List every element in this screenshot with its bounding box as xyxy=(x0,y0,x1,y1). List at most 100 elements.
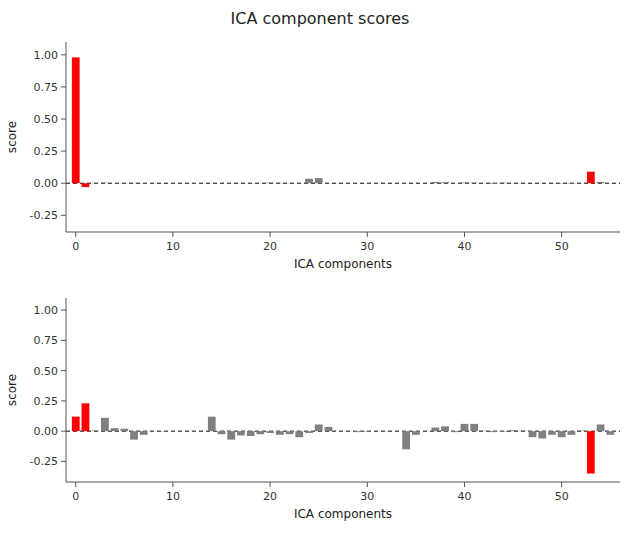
bar xyxy=(256,183,264,184)
bar xyxy=(597,182,605,183)
bar xyxy=(412,431,420,435)
x-tick-label: 50 xyxy=(555,240,569,253)
bar xyxy=(227,431,235,439)
bar xyxy=(441,426,449,431)
bar xyxy=(344,430,352,431)
panel: -0.250.000.250.500.751.0001020304050ICA … xyxy=(5,298,620,521)
y-tick xyxy=(61,461,66,462)
y-tick xyxy=(61,340,66,341)
bar xyxy=(101,182,109,184)
x-tick xyxy=(367,482,368,487)
bar xyxy=(188,430,196,431)
y-tick xyxy=(61,400,66,401)
bar xyxy=(441,182,449,183)
bar xyxy=(461,182,469,184)
y-tick-label: 0.50 xyxy=(34,113,59,126)
bar xyxy=(568,183,576,185)
panel: ICA component scores-0.250.000.250.500.7… xyxy=(5,9,620,271)
y-tick-label: -0.25 xyxy=(30,209,58,222)
bar xyxy=(519,430,527,431)
bar xyxy=(72,417,80,432)
bar xyxy=(276,182,284,183)
y-axis-label: score xyxy=(5,121,19,153)
bar xyxy=(606,431,614,435)
bar xyxy=(402,431,410,449)
x-axis-label: ICA components xyxy=(294,507,392,521)
bar xyxy=(558,183,566,184)
y-axis xyxy=(66,298,67,482)
y-tick xyxy=(61,151,66,152)
bar xyxy=(490,183,498,185)
bar xyxy=(266,431,274,433)
bar xyxy=(383,183,391,184)
bar xyxy=(101,418,109,431)
bar xyxy=(334,431,342,432)
bar xyxy=(509,183,517,184)
bar xyxy=(159,431,167,432)
bar xyxy=(499,182,507,184)
bar xyxy=(431,182,439,183)
bar xyxy=(256,431,264,434)
y-tick xyxy=(61,183,66,184)
bar xyxy=(373,430,381,431)
bar xyxy=(286,431,294,434)
y-tick-label: 0.50 xyxy=(34,365,59,378)
x-tick xyxy=(270,232,271,237)
bar xyxy=(597,425,605,432)
bar xyxy=(295,431,303,437)
bar xyxy=(373,183,381,184)
bar xyxy=(548,182,556,183)
bar xyxy=(480,430,488,431)
x-tick-label: 30 xyxy=(360,240,374,253)
bar xyxy=(169,431,177,432)
bar xyxy=(538,431,546,438)
x-axis xyxy=(66,482,620,483)
bar xyxy=(188,182,196,183)
x-tick-label: 0 xyxy=(72,240,79,253)
y-tick xyxy=(61,431,66,432)
bar xyxy=(72,57,80,183)
x-tick-label: 40 xyxy=(457,240,471,253)
x-tick-label: 10 xyxy=(166,490,180,503)
bar xyxy=(227,183,235,184)
bar xyxy=(499,431,507,432)
bar xyxy=(354,431,362,433)
bar xyxy=(548,431,556,435)
bar xyxy=(140,183,148,184)
bar xyxy=(393,183,401,184)
x-tick-label: 10 xyxy=(166,240,180,253)
bar xyxy=(266,182,274,184)
y-axis-label: score xyxy=(5,374,19,406)
bars xyxy=(66,57,620,187)
bar xyxy=(577,430,585,432)
bar xyxy=(587,172,595,184)
bar xyxy=(325,427,333,431)
bar xyxy=(218,431,226,434)
y-tick-label: 0.75 xyxy=(34,334,59,347)
bar xyxy=(412,183,420,184)
bar xyxy=(82,403,90,431)
bar xyxy=(577,182,585,183)
y-tick xyxy=(61,215,66,216)
y-tick-label: 0.00 xyxy=(34,177,59,190)
bar xyxy=(198,431,206,432)
bar xyxy=(568,431,576,435)
bar xyxy=(295,183,303,184)
bar xyxy=(470,424,478,431)
bar xyxy=(315,178,323,183)
bar xyxy=(198,183,206,184)
background xyxy=(0,0,640,540)
x-tick xyxy=(464,482,465,487)
bar xyxy=(237,183,245,184)
bar xyxy=(529,183,537,184)
bar xyxy=(179,183,187,184)
bar xyxy=(490,431,498,433)
bar xyxy=(431,428,439,432)
y-tick-label: 0.75 xyxy=(34,81,59,94)
bar xyxy=(140,431,148,435)
y-tick-label: 1.00 xyxy=(34,304,59,317)
x-tick-label: 20 xyxy=(263,490,277,503)
bar xyxy=(315,425,323,432)
bar xyxy=(305,179,313,183)
zero-line xyxy=(66,183,620,184)
